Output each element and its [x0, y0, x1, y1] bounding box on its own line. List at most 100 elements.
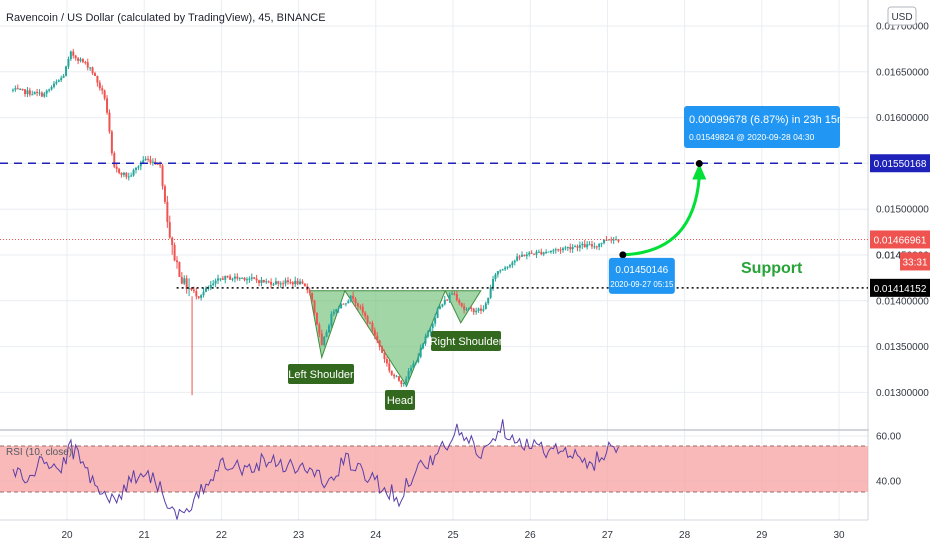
- candle: [277, 280, 280, 287]
- candle: [499, 269, 502, 274]
- candle-body: [583, 243, 586, 248]
- candle: [147, 155, 150, 162]
- candle: [564, 245, 567, 251]
- projection-curve[interactable]: [622, 177, 701, 257]
- price-axis[interactable]: 0.013000000.013500000.014000000.01450000…: [869, 0, 932, 520]
- candle: [460, 302, 463, 308]
- candle: [516, 253, 519, 262]
- candle-body: [284, 280, 287, 284]
- candle: [36, 88, 39, 97]
- candle-body: [424, 336, 427, 344]
- candle: [219, 278, 222, 282]
- projection-arrow[interactable]: [619, 160, 707, 259]
- candle: [62, 74, 65, 79]
- candle: [547, 251, 550, 253]
- candle-body: [260, 279, 263, 283]
- candle-body: [166, 201, 169, 223]
- label-text: Head: [387, 395, 413, 407]
- candle-body: [434, 317, 437, 324]
- candle: [448, 292, 451, 303]
- candle-body: [595, 246, 598, 248]
- candle: [562, 246, 565, 253]
- candle: [91, 66, 94, 76]
- candle: [294, 276, 297, 287]
- candle: [279, 281, 282, 288]
- candle-body: [499, 270, 502, 272]
- projection-start-point[interactable]: [619, 251, 627, 259]
- price-tag-bg: [870, 154, 930, 173]
- candle-body: [419, 348, 422, 357]
- candle-body: [590, 244, 593, 247]
- resistance-price-tag[interactable]: 0.01550168: [870, 154, 930, 173]
- candle: [144, 156, 147, 161]
- candle-body: [470, 307, 473, 309]
- time-axis[interactable]: 20 21 22 23 24 25 26 27 28 29 30: [61, 530, 845, 541]
- candle-body: [113, 153, 116, 167]
- candle: [303, 283, 306, 287]
- candle-body: [156, 163, 159, 165]
- candle: [429, 326, 432, 337]
- candle-body: [212, 283, 215, 286]
- candle: [55, 79, 58, 86]
- candle-body: [566, 247, 569, 249]
- candle: [366, 314, 369, 327]
- candle: [45, 89, 48, 98]
- candle-body: [31, 94, 34, 96]
- candle: [376, 332, 379, 344]
- candle-body: [197, 296, 200, 298]
- candle: [103, 89, 106, 101]
- candle-body: [598, 243, 601, 247]
- candle-body: [272, 284, 275, 286]
- candle: [520, 251, 523, 257]
- horizontal-lines[interactable]: [0, 162, 868, 289]
- candle: [168, 215, 171, 239]
- candle-body: [511, 262, 514, 266]
- candle-body: [134, 167, 137, 170]
- price-tick-label: 0.014: [876, 251, 901, 262]
- candle-body: [465, 309, 468, 311]
- candle: [43, 91, 46, 98]
- candle: [506, 266, 509, 270]
- candle: [132, 168, 135, 177]
- candle: [356, 302, 359, 311]
- candle-body: [540, 251, 543, 255]
- candle-body: [149, 159, 152, 163]
- candle: [108, 109, 111, 134]
- currency-button[interactable]: USD: [887, 6, 917, 26]
- candle-body: [359, 306, 362, 308]
- candle: [385, 356, 388, 367]
- candle: [313, 299, 316, 316]
- candle-body: [523, 254, 526, 257]
- candle-body: [161, 165, 164, 187]
- candle-body: [344, 303, 347, 305]
- candle-body: [67, 59, 70, 67]
- candle-body: [217, 278, 220, 281]
- candle-body: [542, 252, 545, 255]
- candle: [528, 251, 531, 257]
- candle-body: [84, 62, 87, 64]
- candle-body: [340, 303, 343, 309]
- rsi-tick-label: 60.00: [876, 432, 901, 443]
- candle-body: [36, 91, 39, 93]
- date-tick-label: 26: [525, 530, 537, 541]
- candle: [89, 66, 92, 71]
- last-price-price-tag[interactable]: 0.01466961: [870, 230, 930, 249]
- projection-end-point[interactable]: [695, 160, 703, 168]
- rsi-line: [12, 419, 619, 520]
- candle-body: [202, 291, 205, 296]
- chart-title: Ravencoin / US Dollar (calculated by Tra…: [6, 12, 326, 24]
- candle-body: [19, 88, 22, 90]
- candle-body: [188, 287, 191, 290]
- support-price-tag[interactable]: 0.01414152: [870, 278, 930, 297]
- candle-body: [557, 249, 560, 251]
- candle-body: [86, 62, 89, 68]
- candle: [120, 172, 123, 178]
- candle-body: [320, 333, 323, 345]
- candle-body: [229, 276, 232, 280]
- candle: [84, 60, 87, 65]
- candle: [161, 163, 164, 190]
- candle: [79, 57, 82, 63]
- rsi-band: [0, 445, 868, 493]
- candle-body: [482, 309, 485, 311]
